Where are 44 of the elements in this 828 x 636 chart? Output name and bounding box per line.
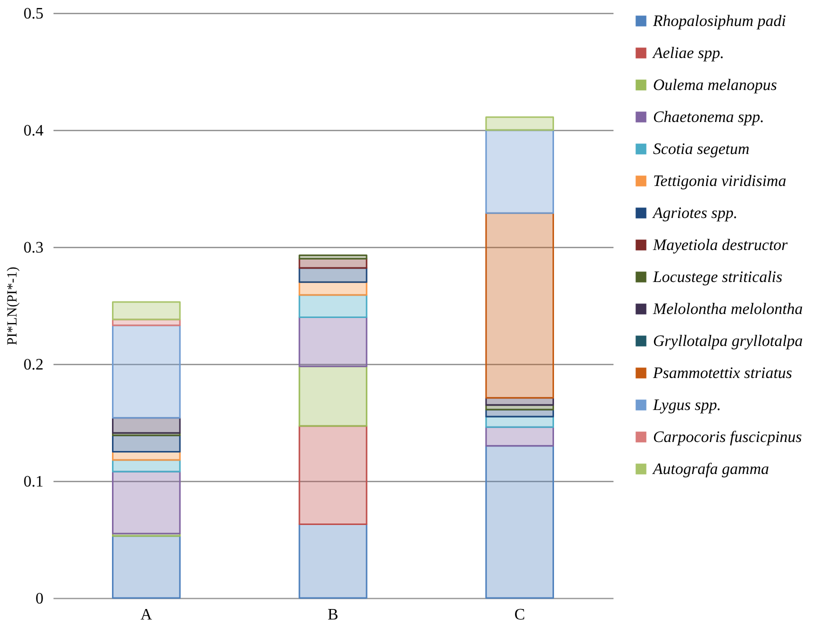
bar: [485, 129, 554, 214]
x-tick-label: B: [328, 606, 338, 624]
legend-label: Rhopalosiphum padi: [652, 13, 786, 30]
bar: [298, 366, 368, 427]
legend-label: Gryllotalpa gryllotalpa: [653, 333, 803, 350]
bar: [298, 425, 368, 526]
bar: [112, 470, 181, 534]
bar: [298, 294, 368, 318]
x-tick-label: C: [514, 606, 526, 624]
y-axis-title: PI*LN(PI*-1): [6, 266, 20, 346]
y-tick-label: 0.1: [24, 474, 44, 490]
y-tick-label: 0.5: [24, 6, 44, 22]
legend-label: Carpocoris fuscicpinus: [653, 429, 802, 446]
bar: [485, 426, 554, 447]
bar: [298, 254, 368, 260]
legend-label: Psammotettix striatus: [652, 365, 792, 382]
bar: [112, 535, 181, 599]
legend-label: Mayetiola destructor: [652, 237, 788, 254]
y-tick-label: 0.3: [24, 240, 44, 256]
y-tick-label: 0.2: [24, 356, 44, 374]
legend-label: Lygus spp.: [652, 397, 721, 414]
legend-label: Agriotes spp.: [652, 205, 738, 222]
bar: [485, 116, 554, 131]
bar: [112, 434, 181, 452]
legend-label: Scotia segetum: [653, 141, 750, 158]
legend-label: Aeliae spp.: [652, 45, 724, 62]
bar: [298, 267, 368, 283]
y-tick-label: 0.4: [24, 122, 44, 140]
bar: [485, 445, 554, 599]
legend-label: Chaetonema spp.: [653, 109, 764, 126]
bar: [112, 417, 181, 434]
bar: [298, 316, 368, 368]
legend-label: Melolontha melolontha: [652, 301, 803, 318]
legend-label: Tettigonia viridisima: [653, 173, 786, 190]
bar: [298, 524, 368, 599]
legend-label: Autografa gamma: [652, 461, 769, 478]
legend-label: Oulema melanopus: [653, 77, 777, 94]
legend-label: Locustege striticalis: [652, 269, 782, 286]
y-tick-label: 0: [36, 590, 44, 608]
x-tick-label: A: [140, 606, 153, 624]
bar: [485, 212, 554, 399]
bar: [112, 459, 181, 472]
bar: [112, 324, 181, 419]
bar: [112, 301, 181, 320]
